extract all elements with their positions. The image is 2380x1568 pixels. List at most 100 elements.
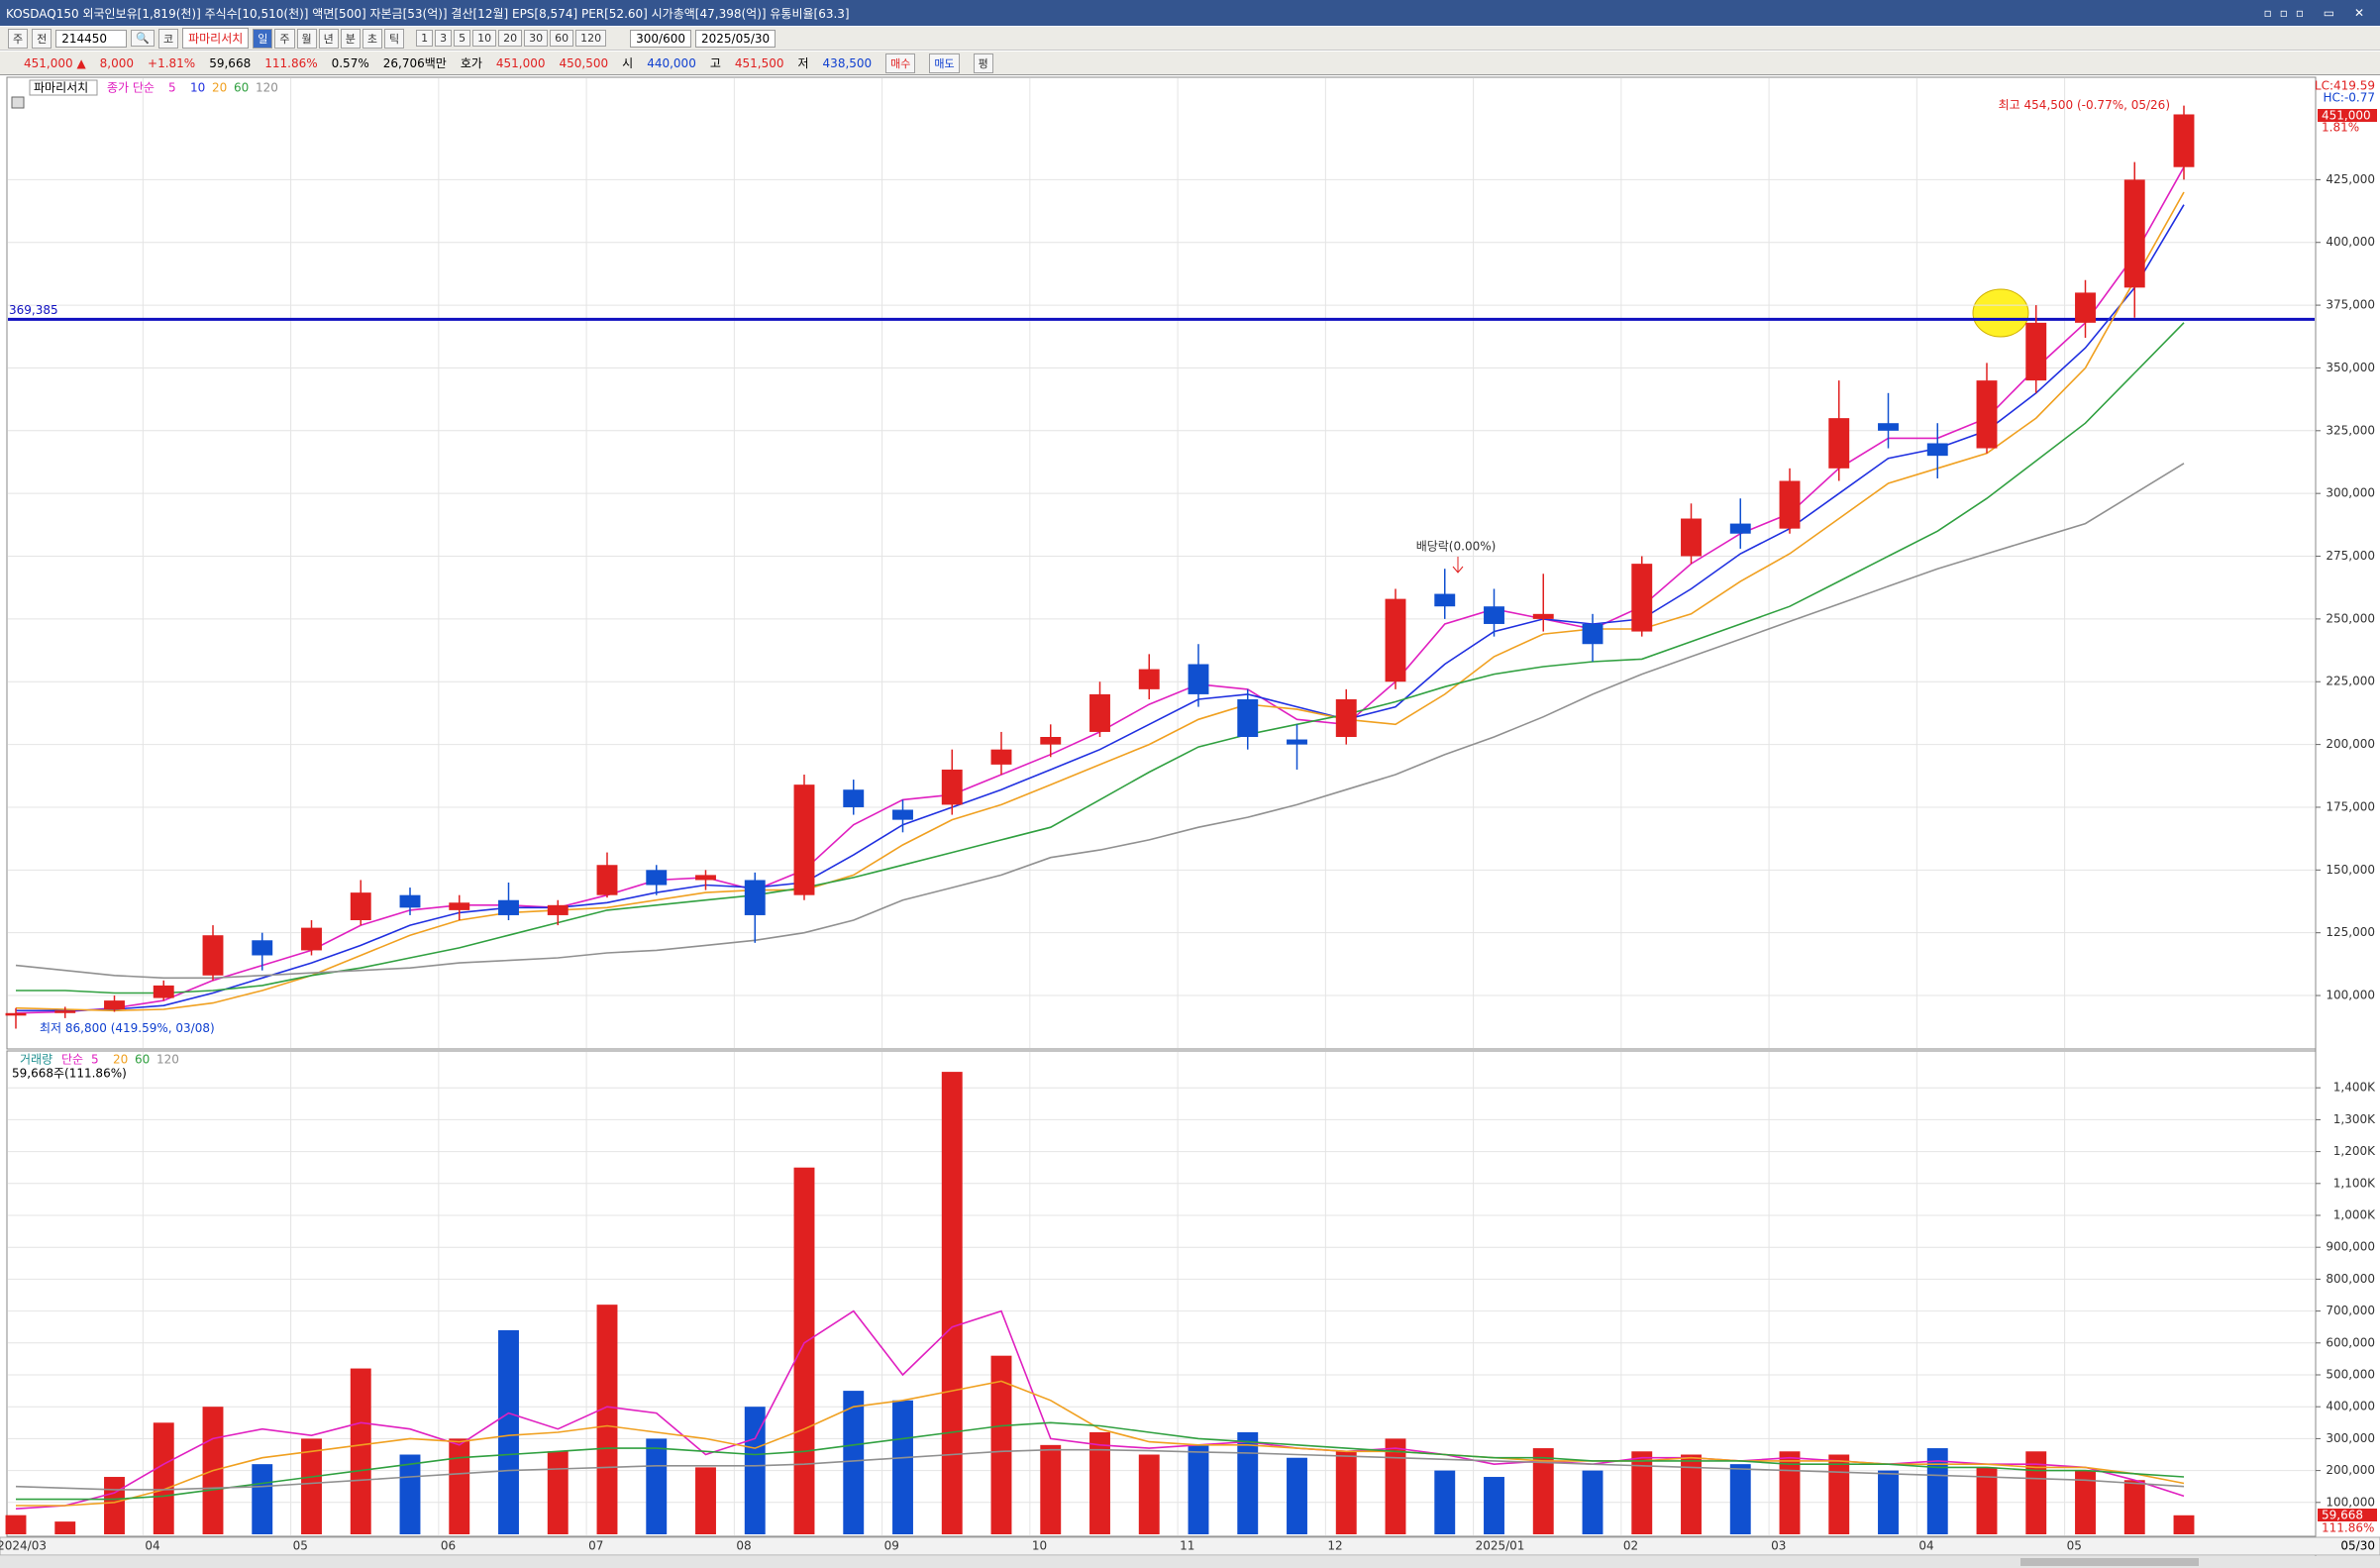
x-tick-label: 08	[736, 1539, 751, 1553]
y-tick-label: 100,000	[2326, 989, 2375, 1002]
y-tick-label: 200,000	[2326, 737, 2375, 751]
bid-label: 호가	[460, 56, 482, 70]
interval-group: 1 3 5 10 20 30 60 120	[416, 30, 607, 47]
candle-body	[695, 875, 716, 881]
interval-button[interactable]: 10	[472, 30, 497, 47]
y-tick-label: 425,000	[2326, 172, 2375, 186]
market[interactable]: 코	[157, 28, 179, 49]
h-line-label: 369,385	[9, 303, 58, 317]
count[interactable]: 300/600	[630, 29, 692, 48]
scrollbar[interactable]	[0, 1556, 2380, 1568]
period-button[interactable]: 년	[318, 28, 339, 49]
y-tick-label: 300,000	[2326, 486, 2375, 500]
x-tick-label: 02	[1623, 1539, 1638, 1553]
candle-body	[596, 865, 618, 895]
y-tick-label: 1,100K	[2333, 1176, 2376, 1190]
y-tick-label: 100,000	[2326, 1495, 2375, 1509]
candle-body	[5, 1012, 27, 1016]
interval-button[interactable]: 3	[435, 30, 453, 47]
candle-body	[498, 899, 519, 915]
volume-bar	[2075, 1470, 2096, 1534]
interval-button[interactable]: 30	[524, 30, 549, 47]
interval-button[interactable]: 120	[575, 30, 607, 47]
low-label: 저	[797, 56, 809, 70]
interval-button[interactable]: 1	[416, 30, 434, 47]
volume-bar	[744, 1407, 766, 1534]
volume-bar	[449, 1438, 470, 1534]
ask: 451,000	[495, 55, 546, 70]
x-tick-label: 09	[884, 1539, 899, 1553]
candle-body	[1779, 480, 1801, 529]
legend-entry: 20	[212, 81, 227, 95]
volume-bar	[1434, 1470, 1456, 1534]
candle-body	[793, 784, 815, 895]
period-button[interactable]: 주	[274, 28, 295, 49]
volume-bar	[2025, 1451, 2047, 1534]
stock-name: 파마리서치	[182, 28, 250, 49]
candle-body	[1434, 593, 1456, 607]
candle-body	[350, 892, 371, 921]
period-button[interactable]: 분	[340, 28, 361, 49]
volume-bar	[1188, 1444, 1209, 1534]
date-input[interactable]: 2025/05/30	[695, 29, 776, 48]
window-controls[interactable]: ▫▫▫ ▭ ✕	[2263, 6, 2372, 20]
buy-button[interactable]: 매수	[885, 52, 916, 73]
x-tick-label: 06	[441, 1539, 456, 1553]
volume-bar	[350, 1368, 371, 1534]
candle-body	[104, 1000, 125, 1009]
candle-body	[153, 985, 174, 998]
scroll-thumb[interactable]	[2020, 1558, 2199, 1566]
ma-line	[16, 1380, 2185, 1507]
interval-button[interactable]: 5	[454, 30, 471, 47]
kind-select[interactable]: 주	[8, 28, 29, 49]
scope-select[interactable]: 전	[32, 28, 52, 49]
change: 8,000	[99, 55, 135, 70]
y-tick-label: 300,000	[2326, 1431, 2375, 1445]
volume-bar	[596, 1305, 618, 1534]
y-tick-label: 400,000	[2326, 235, 2375, 249]
period-button[interactable]: 초	[362, 28, 383, 49]
candle-body	[202, 935, 224, 976]
side-label: HC:-0.77	[2324, 91, 2376, 105]
x-tick-label: 04	[1918, 1539, 1933, 1553]
ma-label: 단순	[61, 1053, 83, 1067]
volume-label: 59,668주(111.86%)	[12, 1067, 127, 1081]
ma-label: 종가 단순	[107, 81, 155, 95]
legend-entry: 60	[234, 81, 249, 95]
code-input[interactable]: 214450	[55, 29, 128, 48]
candle-body	[2123, 179, 2145, 288]
candle-body	[1976, 380, 1998, 449]
legend-entry: 60	[135, 1053, 150, 1067]
volume-bar	[1484, 1477, 1504, 1534]
y-tick-label: 400,000	[2326, 1400, 2375, 1413]
candle-body	[1287, 739, 1307, 745]
volume-bar	[1976, 1467, 1998, 1534]
candle-body	[646, 870, 668, 886]
y-tick-label: 350,000	[2326, 361, 2375, 374]
period-button[interactable]: 월	[296, 28, 317, 49]
date-axis	[0, 1536, 2380, 1556]
pane-toggle[interactable]	[11, 96, 25, 109]
volume-bar	[1335, 1451, 1357, 1534]
other-button[interactable]: 평	[973, 52, 993, 73]
candle-body	[1878, 423, 1899, 431]
x-tick-label: 07	[588, 1539, 603, 1553]
title: KOSDAQ150 외국인보유[1,819(천)] 주식수[10,510(천)]…	[6, 6, 850, 21]
ma-line	[16, 204, 2185, 1012]
y-tick-label: 600,000	[2326, 1335, 2375, 1349]
sell-button[interactable]: 매도	[929, 52, 960, 73]
volume-bar	[793, 1167, 815, 1534]
dividend-note: 배당락(0.00%)	[1416, 540, 1497, 554]
interval-button[interactable]: 60	[550, 30, 574, 47]
search[interactable]: 🔍	[131, 30, 155, 47]
x-tick-label: 2025/01	[1476, 1539, 1525, 1553]
period-button[interactable]: 틱	[384, 28, 405, 49]
y-tick-label: 1,400K	[2333, 1081, 2376, 1095]
candle-body	[1484, 606, 1504, 624]
interval-button[interactable]: 20	[498, 30, 523, 47]
period-button[interactable]: 일	[253, 28, 273, 49]
volume-bar	[5, 1515, 27, 1534]
volume-bar	[892, 1400, 913, 1534]
candle-body	[1532, 613, 1554, 619]
